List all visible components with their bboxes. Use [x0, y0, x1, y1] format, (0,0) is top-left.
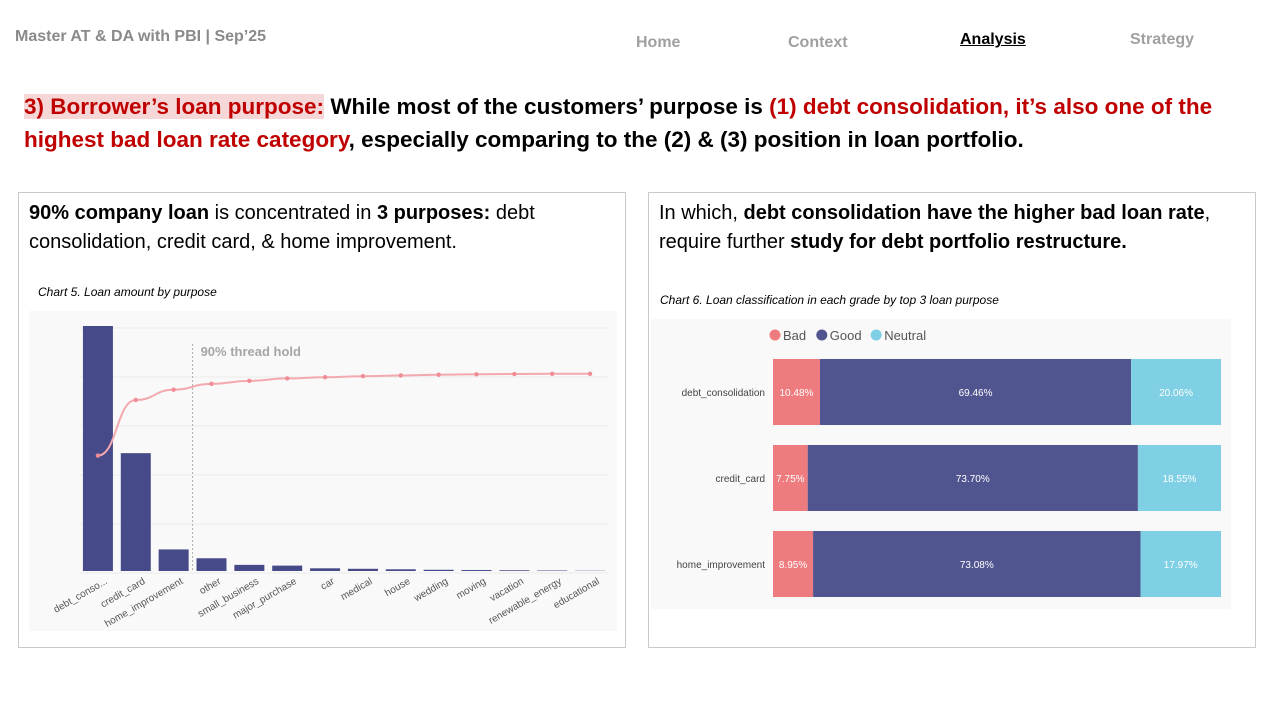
headline-label: 3) Borrower’s loan purpose: [24, 94, 325, 119]
chart6-bar-segment [1137, 445, 1221, 511]
chart5-pareto: debt_conso...credit_cardhome_improvement… [29, 311, 617, 631]
chart5-line-point [322, 375, 328, 380]
chart6-bar-segment [773, 445, 808, 511]
chart5-threshold-label: 90% thread hold [201, 344, 301, 359]
headline-text-1: While most of the customers’ purpose is [324, 94, 770, 119]
left-bold-1: 90% company loan [29, 202, 210, 224]
chart6-bar-segment [1131, 359, 1221, 425]
chart6-bar-segment [819, 359, 1132, 425]
headline-highlight: (1) debt consolidation, it’s also one of… [24, 94, 1213, 152]
chart5-bar [461, 570, 492, 571]
chart5-caption: Chart 5. Loan amount by purpose [38, 285, 217, 299]
chart5-line-point [171, 387, 176, 392]
left-text-2: debt consolidation, credit card, & home … [29, 202, 535, 253]
chart5-bar [234, 564, 265, 571]
chart6-legend-swatch [816, 329, 828, 341]
chart5-line-point [550, 371, 555, 376]
chart5-line-point [95, 453, 101, 458]
left-bold-2: 3 purposes: [376, 202, 491, 224]
chart5-bar [196, 558, 227, 571]
chart5-bar [385, 569, 416, 571]
chart6-bar-segment [1140, 531, 1221, 597]
chart6-data-label: 20.06% [1159, 388, 1193, 399]
chart5-bar [158, 549, 189, 571]
chart6-data-label: 7.75% [776, 474, 804, 485]
brand-title: Master AT & DA with PBI | Sep’25 [15, 28, 267, 45]
chart5-line-point [285, 376, 290, 381]
nav-home[interactable]: Home [636, 34, 681, 51]
chart6-stacked-bar: Bad Good Neutral debt_consolidation 10.48% 69… [651, 319, 1231, 609]
chart5-line-point [133, 397, 138, 403]
right-bold-2: study for debt portfolio restructure. [790, 231, 1127, 253]
nav-context[interactable]: Context [788, 34, 848, 51]
chart6-data-label: 17.97% [1164, 560, 1198, 571]
chart6-bar-segment [813, 531, 1141, 597]
right-bold-1: debt consolidation have the higher bad l… [743, 202, 1205, 224]
chart5-line-point [512, 371, 517, 377]
chart6-data-label: 8.95% [779, 560, 807, 571]
left-panel-text: 90% company loan is concentrated in 3 pu… [29, 199, 614, 257]
chart6-bar-segment [807, 445, 1138, 511]
right-panel-text: In which, debt consolidation have the hi… [659, 199, 1249, 257]
chart5-bar [272, 565, 303, 571]
chart6-bar-segment [773, 531, 814, 597]
chart5-bar [499, 570, 530, 571]
chart6-data-label: 73.70% [956, 474, 990, 485]
chart6-legend-label: Neutral [884, 328, 926, 343]
chart6-data-label: 69.46% [959, 388, 993, 399]
chart5-line-point [587, 371, 593, 376]
chart6-data-label: 73.08% [960, 560, 994, 571]
chart6-legend-swatch [769, 329, 781, 341]
left-panel: 90% company loan is concentrated in 3 pu… [18, 192, 626, 648]
chart6-bar-segment [773, 359, 820, 425]
chart6-legend-label: Bad [783, 328, 806, 343]
chart5-line-point [360, 374, 366, 379]
nav-strategy[interactable]: Strategy [1130, 31, 1195, 48]
chart5-line-point [247, 378, 252, 384]
chart5-line-point [474, 372, 479, 377]
chart5-line-point [209, 381, 214, 387]
chart5-bar [423, 569, 454, 571]
chart6-category-label: debt_consolidation [682, 388, 765, 399]
left-text-1: is concentrated in [209, 202, 377, 224]
chart5-bar [347, 568, 378, 571]
page-headline: 3) Borrower’s loan purpose: While most o… [24, 90, 1264, 156]
chart6-data-label: 18.55% [1162, 474, 1196, 485]
chart6-data-label: 10.48% [780, 388, 814, 399]
chart5-bar [120, 453, 151, 571]
chart5-line-point [398, 373, 403, 378]
chart6-category-label: home_improvement [677, 560, 766, 571]
right-text-1: In which, [659, 202, 744, 224]
chart5-line-point [436, 372, 441, 377]
chart5-bar [310, 568, 341, 571]
chart6-legend-label: Good [830, 328, 862, 343]
nav-analysis[interactable]: Analysis [960, 31, 1026, 48]
chart6-category-label: credit_card [716, 474, 765, 485]
right-text-2: , require further [659, 202, 1211, 253]
chart6-legend-swatch [870, 329, 882, 341]
right-panel: In which, debt consolidation have the hi… [648, 192, 1256, 648]
chart6-caption: Chart 6. Loan classification in each gra… [660, 293, 999, 307]
headline-text-2: , especially comparing to the (2) & (3) … [348, 127, 1024, 152]
